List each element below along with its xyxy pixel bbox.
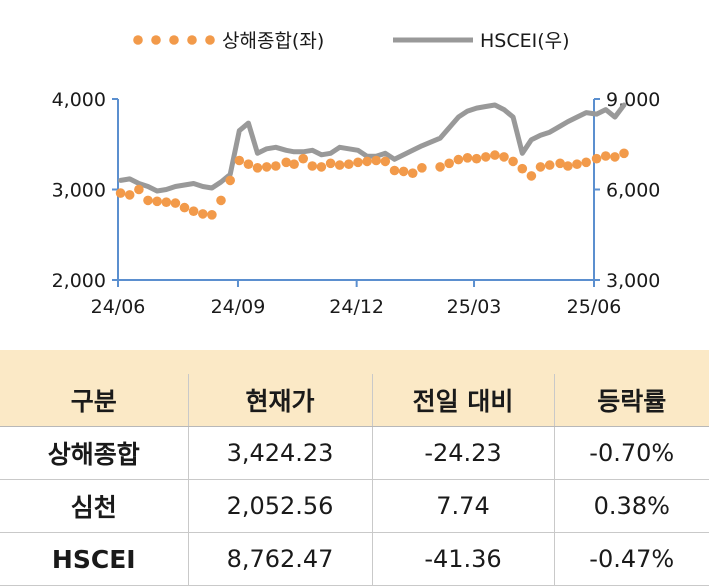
row-index-name: HSCEI — [0, 532, 189, 586]
shanghai-data-point — [407, 168, 418, 178]
summary-table: 구분 현재가 전일 대비 등락률 상해종합 3,424.23 -24.23 -0… — [0, 374, 709, 586]
shanghai-data-point — [572, 159, 582, 169]
shanghai-data-point — [619, 148, 629, 159]
row-current-price: 3,424.23 — [188, 426, 373, 480]
shanghai-data-point — [517, 163, 528, 174]
right-y-tick-label: 6,000 — [606, 180, 660, 202]
header-change-rate: 등락률 — [554, 374, 709, 427]
row-change: -41.36 — [372, 532, 555, 586]
shanghai-data-point — [535, 162, 546, 172]
shanghai-data-point — [198, 209, 208, 219]
shanghai-data-point — [307, 161, 318, 171]
left-y-tick-label: 4,000 — [52, 89, 106, 111]
shanghai-data-point — [261, 162, 272, 172]
shanghai-data-point — [380, 156, 391, 167]
shanghai-data-point — [499, 152, 509, 162]
divider-band — [0, 350, 709, 374]
shanghai-data-point — [508, 156, 518, 167]
row-change-rate: 0.38% — [554, 479, 709, 533]
table-header-row: 구분 현재가 전일 대비 등락률 — [0, 374, 709, 427]
header-change: 전일 대비 — [372, 374, 555, 427]
shanghai-data-point — [252, 163, 263, 173]
shanghai-data-point — [161, 197, 172, 207]
shanghai-data-point — [371, 155, 382, 166]
shanghai-data-point — [170, 198, 181, 208]
shanghai-data-point — [234, 155, 245, 166]
row-change-rate: -0.47% — [554, 532, 709, 586]
shanghai-data-point — [179, 202, 190, 213]
left-y-tick-label: 3,000 — [52, 180, 106, 202]
row-current-price: 8,762.47 — [188, 532, 373, 586]
shanghai-data-point — [281, 157, 292, 168]
shanghai-data-point — [462, 153, 473, 163]
right-y-tick-label: 9,000 — [606, 89, 660, 111]
shanghai-data-point — [544, 160, 555, 170]
shanghai-data-point — [325, 158, 336, 169]
chart-panel: 4,000 3,000 2,000 9,000 6,000 3,000 24/06 24/09… — [51, 30, 661, 318]
x-tick-label: 25/06 — [567, 296, 622, 318]
shanghai-data-point — [243, 159, 254, 169]
x-tick-label: 24/12 — [329, 296, 384, 318]
shanghai-data-point — [581, 157, 591, 168]
shanghai-data-point — [591, 153, 602, 164]
row-change: 7.74 — [372, 479, 555, 533]
shanghai-data-point — [610, 152, 620, 162]
shanghai-data-point — [134, 184, 144, 195]
shanghai-data-point — [115, 188, 126, 198]
hscei-series-line — [118, 102, 627, 194]
shanghai-data-point — [216, 195, 226, 206]
shanghai-data-point — [453, 154, 464, 165]
shanghai-data-point — [316, 162, 327, 172]
table-row: HSCEI 8,762.47 -41.36 -0.47% — [0, 532, 709, 586]
header-category: 구분 — [0, 374, 189, 427]
shanghai-data-point — [471, 153, 482, 164]
index-line-chart: 4,000 3,000 2,000 9,000 6,000 3,000 24/06 24/09… — [52, 30, 661, 318]
shanghai-data-point — [188, 206, 199, 216]
shanghai-data-point — [555, 158, 565, 169]
shanghai-data-point — [271, 161, 281, 171]
row-current-price: 2,052.56 — [188, 479, 373, 533]
legend-shanghai-marker — [187, 35, 197, 45]
shanghai-data-point — [600, 151, 611, 161]
legend-shanghai-marker — [205, 35, 215, 45]
shanghai-data-point — [563, 161, 573, 171]
header-current-price: 현재가 — [188, 374, 373, 427]
row-change: -24.23 — [372, 426, 555, 480]
x-tick-label: 24/06 — [91, 296, 146, 318]
x-tick-label: 24/09 — [211, 296, 266, 318]
left-y-tick-label: 2,000 — [52, 270, 106, 292]
shanghai-data-point — [207, 210, 217, 220]
x-tick-label: 25/03 — [447, 296, 502, 318]
row-index-name: 심천 — [0, 479, 189, 533]
shanghai-data-point — [334, 160, 345, 170]
shanghai-data-point — [225, 175, 235, 186]
shanghai-data-point — [124, 190, 135, 200]
right-y-tick-label: 3,000 — [606, 270, 660, 292]
shanghai-data-point — [481, 152, 491, 162]
shanghai-data-point — [490, 150, 500, 160]
shanghai-data-point — [444, 158, 455, 169]
shanghai-data-point — [353, 157, 363, 168]
legend-shanghai-marker — [169, 35, 179, 45]
shanghai-data-point — [152, 196, 162, 207]
shanghai-data-point — [143, 195, 153, 206]
shanghai-data-point — [435, 162, 445, 172]
legend-shanghai-label: 상해종합(좌) — [222, 30, 324, 52]
shanghai-data-point — [344, 159, 354, 169]
shanghai-data-point — [289, 159, 299, 169]
legend-shanghai-marker — [151, 35, 161, 45]
shanghai-data-point — [389, 165, 400, 176]
shanghai-data-point — [398, 166, 409, 177]
table-row: 심천 2,052.56 7.74 0.38% — [0, 479, 709, 533]
shanghai-data-point — [526, 171, 537, 181]
table-row: 상해종합 3,424.23 -24.23 -0.70% — [0, 426, 709, 480]
shanghai-data-point — [362, 156, 372, 167]
shanghai-data-point — [298, 153, 309, 164]
legend-hscei-label: HSCEI(우) — [480, 30, 570, 52]
row-change-rate: -0.70% — [554, 426, 709, 480]
legend-shanghai-marker — [133, 35, 143, 45]
row-index-name: 상해종합 — [0, 426, 189, 480]
shanghai-data-point — [417, 163, 427, 173]
